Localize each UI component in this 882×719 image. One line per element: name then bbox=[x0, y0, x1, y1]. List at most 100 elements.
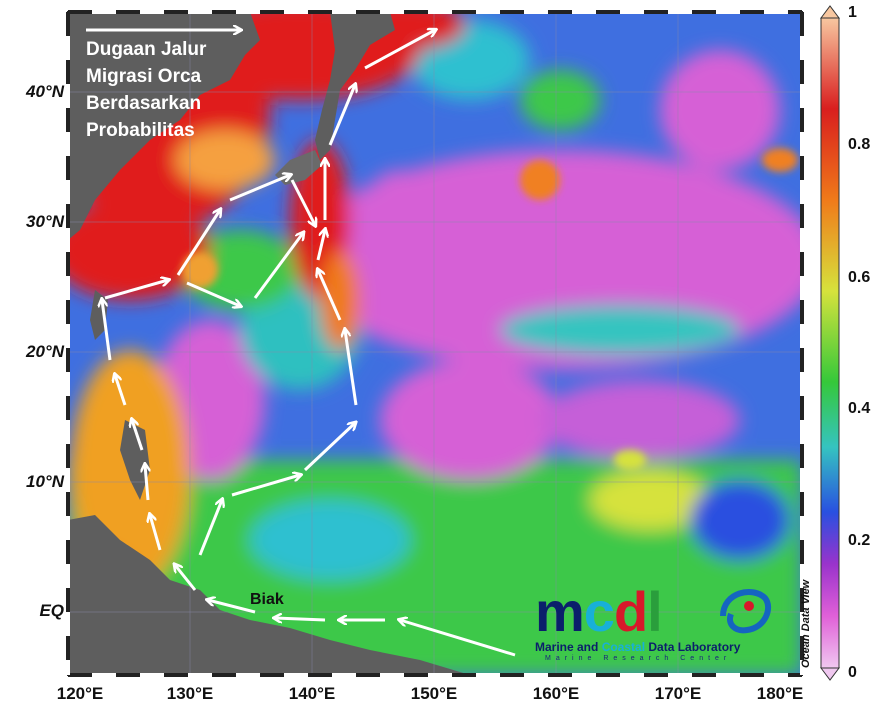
lon-label: 150°E bbox=[410, 684, 458, 703]
frame-tick bbox=[66, 276, 70, 300]
frame-tick bbox=[740, 673, 764, 677]
frame-tick bbox=[66, 396, 70, 420]
frame-tick bbox=[66, 36, 70, 60]
frame-tick bbox=[596, 10, 620, 14]
lat-label: 20°N bbox=[26, 342, 64, 361]
frame-tick bbox=[356, 10, 380, 14]
frame-tick bbox=[428, 10, 452, 14]
frame-tick bbox=[800, 156, 804, 180]
arrow bbox=[198, 500, 222, 556]
frame-tick bbox=[800, 516, 804, 540]
colorbar-label: 0.4 bbox=[848, 400, 871, 417]
lon-label: 140°E bbox=[288, 684, 336, 703]
frame-tick bbox=[404, 673, 428, 677]
frame-tick bbox=[800, 84, 804, 108]
frame-tick bbox=[308, 673, 332, 677]
frame-tick bbox=[620, 673, 644, 677]
frame-tick bbox=[66, 444, 70, 468]
logo-letter-c: c bbox=[583, 580, 615, 643]
frame-tick bbox=[66, 252, 70, 276]
frame-tick bbox=[788, 10, 802, 14]
heatmap-field bbox=[68, 12, 802, 675]
lat-label: EQ bbox=[39, 601, 64, 620]
frame-tick bbox=[66, 324, 70, 348]
arrow bbox=[229, 175, 290, 202]
frame-tick bbox=[800, 276, 804, 300]
frame-tick bbox=[692, 10, 716, 14]
logo-letters: mcdl bbox=[535, 584, 663, 640]
frame-tick bbox=[66, 84, 70, 108]
arrow bbox=[290, 179, 315, 225]
arrow bbox=[400, 620, 516, 657]
frame-tick bbox=[164, 10, 188, 14]
frame-tick bbox=[212, 673, 236, 677]
frame-tick bbox=[800, 588, 804, 612]
frame-tick bbox=[500, 10, 524, 14]
frame-tick bbox=[116, 10, 140, 14]
frame-tick bbox=[524, 10, 548, 14]
title-line: Berdasarkan bbox=[86, 93, 202, 114]
logo-subtitle-part: Marine and bbox=[535, 640, 602, 654]
wave-icon bbox=[720, 589, 772, 634]
arrow bbox=[231, 475, 300, 497]
arrow bbox=[175, 565, 197, 591]
arrow bbox=[104, 280, 168, 300]
frame-ticks bbox=[66, 10, 804, 677]
frame-tick bbox=[284, 673, 308, 677]
frame-tick bbox=[66, 108, 70, 132]
frame-tick bbox=[800, 660, 804, 675]
lon-label: 180°E bbox=[756, 684, 804, 703]
arrow bbox=[145, 465, 148, 501]
frame-tick bbox=[548, 673, 572, 677]
arrow bbox=[253, 233, 303, 299]
frame-tick bbox=[800, 540, 804, 564]
frame-tick bbox=[66, 540, 70, 564]
arrow bbox=[186, 281, 240, 306]
landmass bbox=[68, 12, 470, 675]
arrow bbox=[345, 330, 358, 406]
frame-tick bbox=[92, 10, 116, 14]
logo-letter-l: l bbox=[647, 580, 663, 643]
frame-tick bbox=[800, 60, 804, 84]
logo-letter-m: m bbox=[535, 580, 585, 643]
frame-tick bbox=[740, 10, 764, 14]
frame-tick bbox=[260, 10, 284, 14]
migration-arrows bbox=[86, 30, 516, 657]
frame-tick bbox=[66, 612, 70, 636]
arrow bbox=[150, 515, 162, 551]
frame-tick bbox=[800, 636, 804, 660]
frame-tick bbox=[380, 673, 404, 677]
frame-tick bbox=[800, 36, 804, 60]
grid bbox=[68, 12, 802, 675]
colorbar-label: 0 bbox=[848, 664, 857, 681]
frame-tick bbox=[66, 300, 70, 324]
arrow bbox=[208, 600, 256, 614]
frame-tick bbox=[572, 673, 596, 677]
lon-label: 160°E bbox=[532, 684, 580, 703]
frame-tick bbox=[188, 10, 212, 14]
frame-tick bbox=[800, 108, 804, 132]
lon-label: 170°E bbox=[654, 684, 702, 703]
frame-tick bbox=[692, 673, 716, 677]
mcdl-logo: mcdl Marine and Coastal Data Laboratory … bbox=[535, 584, 785, 668]
frame-tick bbox=[116, 673, 140, 677]
frame-tick bbox=[800, 612, 804, 636]
frame-tick bbox=[68, 10, 92, 14]
frame-tick bbox=[800, 324, 804, 348]
lat-label: 30°N bbox=[26, 212, 64, 231]
title-line: Probabilitas bbox=[86, 120, 195, 141]
frame-tick bbox=[66, 516, 70, 540]
frame-tick bbox=[800, 492, 804, 516]
frame-tick bbox=[212, 10, 236, 14]
colorbar-label: 1 bbox=[848, 4, 857, 21]
place-label-biak: Biak bbox=[250, 591, 284, 608]
frame-tick bbox=[428, 673, 452, 677]
ocean-data-view-watermark: Ocean Data View bbox=[800, 579, 812, 668]
frame-tick bbox=[452, 673, 476, 677]
frame-tick bbox=[66, 372, 70, 396]
colorbar-label: 0.6 bbox=[848, 269, 871, 286]
colorbar-label: 0.2 bbox=[848, 532, 871, 549]
frame-tick bbox=[716, 673, 740, 677]
frame-tick bbox=[476, 10, 500, 14]
frame-tick bbox=[800, 372, 804, 396]
